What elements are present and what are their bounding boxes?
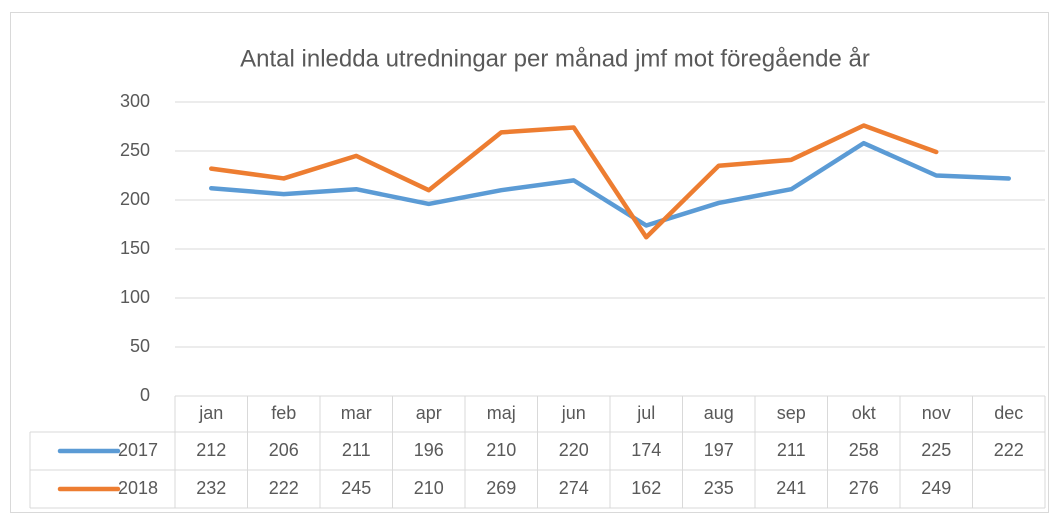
x-tick-label: jan [198,403,223,423]
x-tick-label: okt [852,403,876,423]
x-tick-label: dec [994,403,1023,423]
chart-title: Antal inledda utredningar per månad jmf … [240,45,870,72]
table-value: 225 [921,440,951,460]
series-line [209,123,939,240]
table-value: 258 [849,440,879,460]
x-tick-label: jul [636,403,655,423]
y-tick-label: 150 [120,238,150,258]
table-value: 235 [704,478,734,498]
table-value: 211 [342,440,371,460]
table-value: 210 [486,440,516,460]
table-value: 196 [414,440,444,460]
table-value: 206 [269,440,299,460]
y-tick-label: 0 [140,385,150,405]
table-value: 211 [777,440,806,460]
table-value: 232 [196,478,226,498]
x-tick-label: feb [271,403,296,423]
series-line [209,140,1011,228]
chart-border [10,12,1049,513]
table-value: 210 [414,478,444,498]
x-tick-label: sep [777,403,806,423]
x-tick-label: jun [561,403,586,423]
y-tick-label: 200 [120,189,150,209]
legend-label: 2017 [118,440,158,460]
table-value: 276 [849,478,879,498]
table-value: 222 [269,478,299,498]
table-value: 269 [486,478,516,498]
table-value: 249 [921,478,951,498]
y-tick-label: 50 [130,336,150,356]
x-tick-label: apr [416,403,442,423]
table-value: 245 [341,478,371,498]
x-tick-label: nov [922,403,951,423]
table-value: 220 [559,440,589,460]
y-tick-label: 250 [120,140,150,160]
x-tick-label: mar [341,403,372,423]
y-tick-label: 300 [120,91,150,111]
table-value: 274 [559,478,589,498]
table-value: 222 [994,440,1024,460]
y-tick-label: 100 [120,287,150,307]
x-tick-label: aug [704,403,734,423]
legend-label: 2018 [118,478,158,498]
table-value: 197 [704,440,734,460]
table-value: 212 [196,440,226,460]
x-tick-label: maj [487,403,516,423]
table-value: 241 [776,478,806,498]
table-value: 162 [631,478,661,498]
table-value: 174 [631,440,661,460]
